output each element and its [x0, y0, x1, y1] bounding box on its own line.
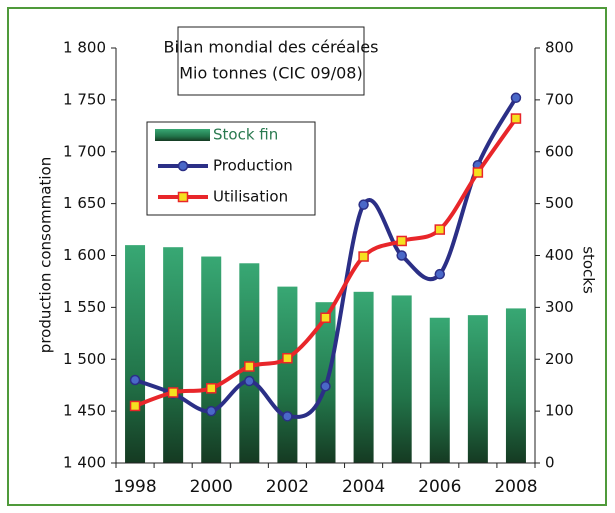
point: [510, 113, 522, 124]
y2-tick-label: 300: [545, 298, 574, 316]
bar: [201, 256, 222, 463]
point: [282, 411, 293, 422]
x-tick-label: 2000: [190, 477, 233, 497]
y2-tick-label: 0: [545, 454, 555, 472]
chart-subtitle: Mio tonnes (CIC 09/08): [179, 64, 362, 83]
legend-swatch: [155, 129, 210, 141]
point: [358, 251, 369, 262]
bar: [505, 308, 526, 463]
point: [244, 361, 255, 372]
bar: [467, 315, 488, 463]
y-tick-label: 1 450: [63, 402, 106, 420]
y-axis-label: production consommation: [37, 157, 55, 353]
y2-axis-label: stocks: [580, 246, 598, 294]
legend-marker: [177, 191, 189, 203]
legend-label: Production: [213, 157, 293, 175]
point: [205, 405, 217, 417]
point: [205, 383, 217, 394]
y2-tick-label: 200: [545, 350, 574, 368]
bar: [353, 291, 374, 463]
bar: [163, 247, 184, 463]
bar: [391, 295, 412, 463]
legend-label: Stock fin: [213, 126, 278, 144]
y-tick-label: 1 650: [63, 194, 106, 212]
x-tick-label: 2004: [342, 477, 385, 497]
point: [320, 380, 331, 392]
y-tick-label: 1 550: [63, 298, 106, 316]
point: [472, 167, 484, 178]
y-tick-label: 1 400: [63, 454, 106, 472]
point: [358, 199, 369, 210]
y2-tick-label: 500: [545, 194, 574, 212]
point: [167, 387, 179, 398]
bar: [429, 317, 450, 463]
legend-label: Utilisation: [213, 188, 288, 206]
chart-title: Bilan mondial des céréales: [164, 38, 379, 57]
point: [396, 235, 407, 247]
point: [510, 92, 522, 104]
x-tick-label: 2002: [266, 477, 309, 497]
y-tick-label: 1 700: [63, 142, 106, 160]
bar: [125, 245, 146, 463]
point: [244, 375, 255, 387]
y2-tick-label: 400: [545, 246, 574, 264]
point: [396, 250, 407, 261]
x-tick-label: 2008: [494, 477, 537, 497]
point: [320, 312, 331, 323]
y-tick-label: 1 600: [63, 246, 106, 264]
y-tick-label: 1 800: [63, 39, 106, 57]
point: [434, 224, 446, 235]
x-tick-label: 2006: [418, 477, 461, 497]
legend-marker: [177, 160, 189, 172]
y-tick-label: 1 750: [63, 90, 106, 108]
y2-tick-label: 600: [545, 142, 574, 160]
y2-tick-label: 800: [545, 39, 574, 57]
title-box: [177, 26, 365, 96]
x-tick-label: 1998: [113, 477, 156, 497]
point: [129, 374, 141, 386]
y2-tick-label: 100: [545, 402, 574, 420]
point: [129, 400, 141, 412]
y-tick-label: 1 500: [63, 350, 106, 368]
point: [282, 352, 293, 364]
bar: [277, 286, 298, 463]
y2-tick-label: 700: [545, 90, 574, 108]
point: [434, 268, 446, 280]
